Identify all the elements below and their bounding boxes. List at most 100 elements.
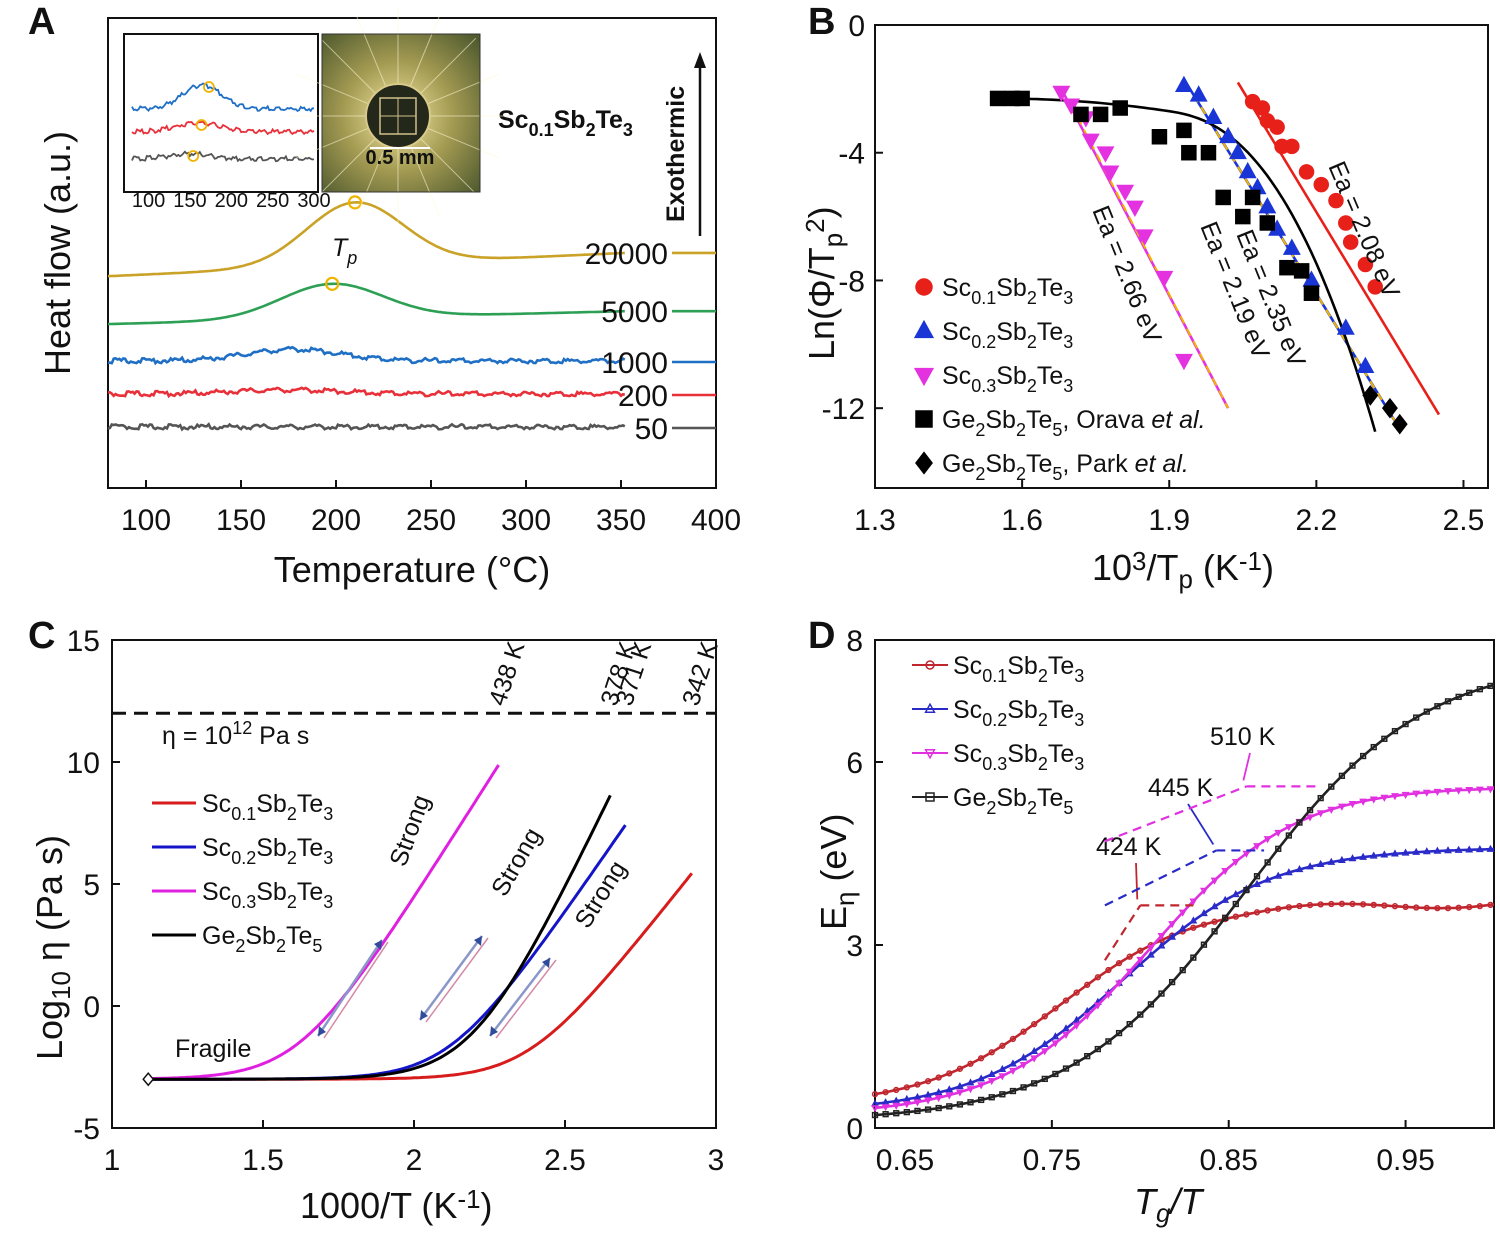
energy-point — [1263, 836, 1272, 844]
energy-point — [1041, 1013, 1048, 1020]
energy-point — [1295, 865, 1304, 873]
energy-point — [1402, 903, 1409, 911]
energy-point — [1146, 950, 1155, 958]
text-span: (eV) — [813, 814, 854, 892]
text-span: 2 — [1016, 420, 1026, 440]
energy-point — [1189, 898, 1198, 906]
text-span: 3 — [1063, 332, 1073, 352]
text-span: 2 — [235, 936, 245, 956]
x-tick-label: 0.75 — [1023, 1144, 1081, 1177]
energy-point — [999, 1091, 1006, 1098]
data-point — [1155, 270, 1174, 288]
text-span: Te — [297, 834, 323, 862]
energy-point — [935, 1104, 942, 1112]
dsc-curve — [108, 282, 625, 326]
text-span: Sc — [953, 740, 982, 768]
text-span: /T — [1167, 1181, 1205, 1222]
data-point — [1052, 85, 1071, 103]
energy-point — [1422, 789, 1431, 797]
data-point — [1284, 138, 1300, 155]
data-point — [1258, 197, 1277, 214]
text-span: T — [1134, 1181, 1159, 1222]
text-span: p — [1178, 566, 1192, 594]
data-point — [1254, 100, 1271, 116]
x-tick-label: 1.3 — [854, 504, 896, 537]
x-tick-label: 2.2 — [1296, 504, 1338, 537]
inset-tick-label: 150 — [173, 190, 206, 212]
energy-point — [1264, 907, 1271, 914]
arrowhead — [542, 958, 550, 968]
data-point — [1176, 122, 1192, 139]
transition-arrow — [489, 957, 551, 1037]
energy-point — [1009, 1067, 1017, 1075]
energy-point — [1019, 1053, 1028, 1061]
energy-point — [1051, 1040, 1060, 1048]
data-point — [1342, 234, 1359, 250]
activation-energy-label: Ea = 2.66 eV — [1086, 202, 1166, 347]
energy-point — [1062, 1024, 1070, 1032]
text-span: T — [332, 234, 349, 262]
data-point — [1112, 100, 1128, 116]
text-span: 3 — [1063, 376, 1073, 396]
x-tick-label: 0.65 — [876, 1144, 934, 1177]
energy-point — [1401, 791, 1410, 799]
data-point — [1215, 189, 1231, 206]
energy-point — [1243, 911, 1250, 918]
text-span: η (Pa s) — [29, 835, 70, 971]
data-point — [1338, 215, 1354, 231]
text-span: 0.1 — [982, 666, 1007, 686]
viscosity-curve — [148, 764, 500, 1081]
energy-point — [1253, 909, 1261, 916]
energy-point — [1231, 859, 1240, 867]
text-span: Te — [1037, 362, 1063, 390]
energy-point — [1105, 966, 1112, 974]
text-span: Te — [1037, 318, 1063, 346]
energy-point — [1189, 916, 1198, 924]
y-tick-label: 0 — [846, 1113, 863, 1146]
energy-point — [924, 1090, 932, 1098]
energy-point — [1380, 794, 1389, 802]
text-span: 2 — [1038, 710, 1048, 730]
text-span: Te — [1048, 740, 1074, 768]
energy-point — [977, 1096, 985, 1104]
energy-point — [1190, 954, 1197, 961]
energy-point — [1211, 928, 1218, 935]
energy-point — [1306, 901, 1314, 909]
text-span: Ge — [202, 922, 235, 950]
tangent-line — [1104, 849, 1217, 907]
text-span: p — [820, 233, 848, 247]
energy-point — [934, 1088, 943, 1096]
energy-point — [1136, 956, 1145, 964]
energy-point — [1030, 1046, 1039, 1054]
inset-tick-label: 100 — [132, 190, 165, 212]
text-span: 2 — [287, 892, 297, 912]
energy-point — [1200, 887, 1208, 895]
text-span: ) — [801, 206, 842, 218]
legend-marker — [915, 410, 933, 428]
energy-point — [903, 1084, 910, 1091]
text-span: Te — [1037, 274, 1063, 302]
energy-point — [1306, 806, 1314, 814]
text-span: Sb — [985, 450, 1016, 478]
data-point — [1269, 119, 1285, 135]
energy-point — [1434, 703, 1441, 710]
text-span: 0.1 — [971, 288, 996, 308]
energy-point — [1020, 1028, 1027, 1035]
data-point — [1328, 192, 1344, 209]
text-span: 3 — [623, 120, 633, 140]
text-span: 3 — [1074, 754, 1084, 774]
text-span: Te — [286, 922, 312, 950]
energy-point — [1369, 851, 1378, 859]
text-span: 0.3 — [982, 754, 1007, 774]
inset-peak-marker — [195, 119, 208, 131]
energy-point — [1093, 1002, 1102, 1010]
energy-point — [1104, 991, 1113, 999]
energy-point — [1253, 843, 1261, 851]
energy-point — [1232, 900, 1239, 908]
energy-point — [967, 1099, 974, 1106]
energy-point — [1369, 796, 1378, 804]
pointer-line — [1187, 803, 1215, 845]
text-span: Sc — [202, 790, 231, 818]
energy-point — [1422, 847, 1431, 855]
